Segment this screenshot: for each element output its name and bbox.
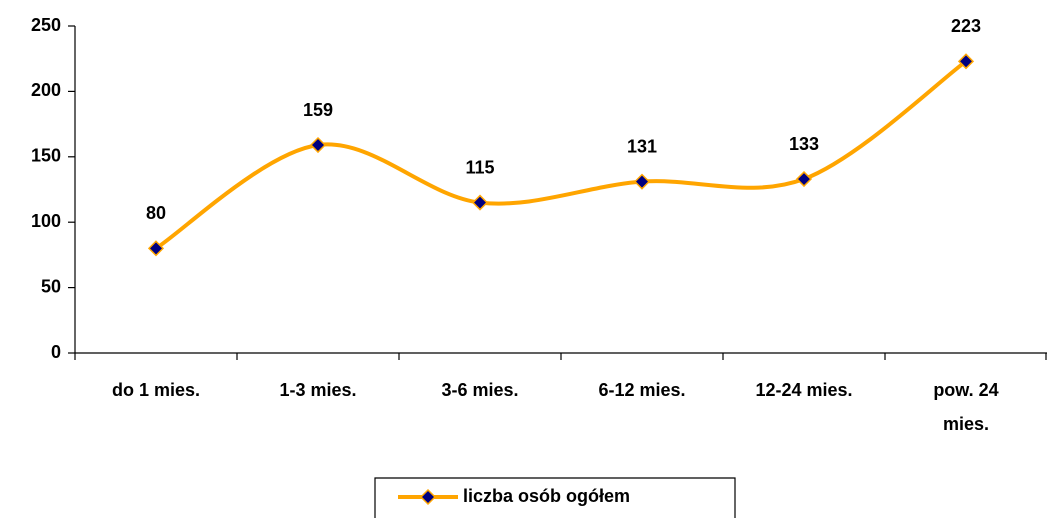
x-tick-label: 6-12 mies. <box>598 380 685 400</box>
x-tick-label: do 1 mies. <box>112 380 200 400</box>
x-tick-label: 3-6 mies. <box>441 380 518 400</box>
data-label: 115 <box>465 157 494 177</box>
x-tick-label-line: mies. <box>943 414 989 434</box>
marker <box>471 194 489 211</box>
x-tick-label: pow. 24 mies. <box>933 380 998 434</box>
legend-label: liczba osób ogółem <box>463 486 630 506</box>
data-label: 80 <box>146 203 166 223</box>
data-label: 223 <box>951 16 981 36</box>
marker <box>147 240 165 257</box>
legend-box <box>374 477 736 518</box>
y-tick-label: 200 <box>31 80 61 100</box>
x-tick-label: 1-3 mies. <box>279 380 356 400</box>
data-label: 131 <box>627 136 657 156</box>
y-tick-label: 150 <box>31 146 61 166</box>
line <box>154 59 968 251</box>
data-label: 159 <box>303 100 333 120</box>
x-tick-label: 12-24 mies. <box>755 380 852 400</box>
y-tick-label: 50 <box>41 276 61 296</box>
y-tick-label: 250 <box>31 15 61 35</box>
y-tick-label: 0 <box>51 342 61 362</box>
marker <box>957 53 975 70</box>
marker <box>795 170 813 188</box>
data-label: 133 <box>789 134 819 154</box>
marker <box>309 136 327 154</box>
x-tick-label-line: pow. 24 <box>933 380 998 400</box>
legend-marker <box>419 488 437 506</box>
y-tick-label: 100 <box>31 211 61 231</box>
marker <box>633 173 651 190</box>
